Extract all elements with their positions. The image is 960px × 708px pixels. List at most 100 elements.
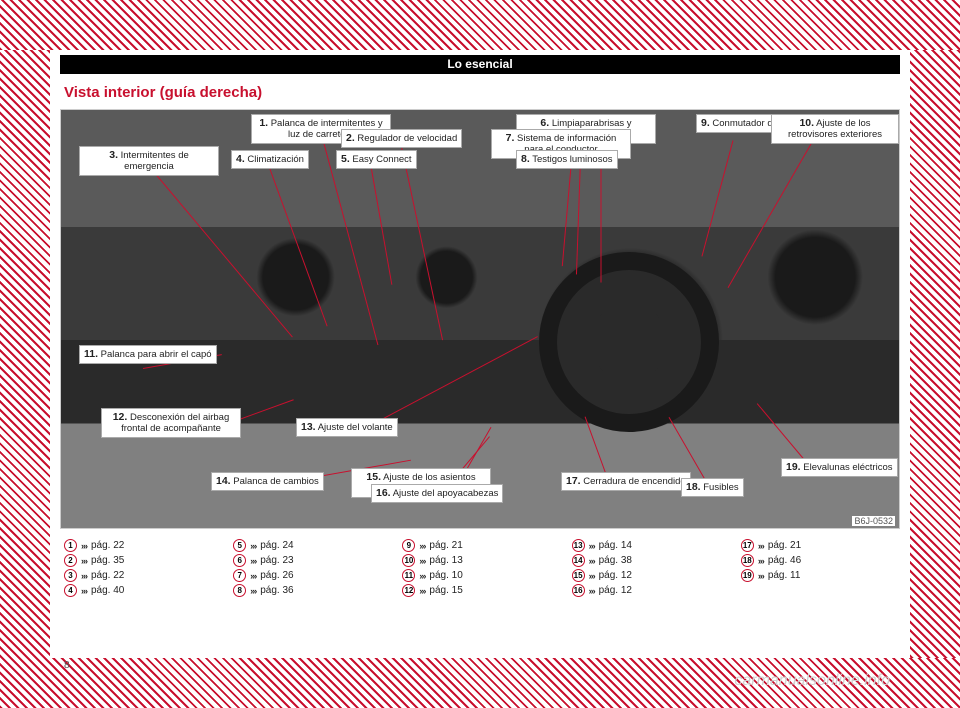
ref-bubble: 18 xyxy=(741,554,754,567)
ref-bubble: 12 xyxy=(402,584,415,597)
ref-line-10: 10 ››› pág. 13 xyxy=(402,554,557,567)
ref-line-13: 13 ››› pág. 14 xyxy=(572,539,727,552)
callout-16: 16. Ajuste del apoyacabezas xyxy=(371,484,503,503)
ref-arrow-icon: ››› xyxy=(758,556,764,566)
ref-bubble: 11 xyxy=(402,569,415,582)
ref-line-4: 4 ››› pág. 40 xyxy=(64,584,219,597)
ref-text: pág. 21 xyxy=(768,540,801,551)
ref-column: 1 ››› pág. 22 2 ››› pág. 35 3 ››› pág. 22 4 ›››… xyxy=(64,539,219,599)
ref-text: pág. 15 xyxy=(429,585,462,596)
callout-11: 11. Palanca para abrir el capó xyxy=(79,345,217,364)
ref-bubble: 9 xyxy=(402,539,415,552)
ref-arrow-icon: ››› xyxy=(589,586,595,596)
ref-bubble: 5 xyxy=(233,539,246,552)
ref-bubble: 19 xyxy=(741,569,754,582)
ref-bubble: 3 xyxy=(64,569,77,582)
chapter-header: Lo esencial xyxy=(60,55,900,74)
ref-line-3: 3 ››› pág. 22 xyxy=(64,569,219,582)
callout-17: 17. Cerradura de encendido xyxy=(561,472,691,491)
ref-bubble: 14 xyxy=(572,554,585,567)
ref-text: pág. 46 xyxy=(768,555,801,566)
ref-bubble: 8 xyxy=(233,584,246,597)
section-title: Vista interior (guía derecha) xyxy=(60,74,900,109)
ref-text: pág. 13 xyxy=(429,555,462,566)
ref-arrow-icon: ››› xyxy=(250,571,256,581)
ref-text: pág. 12 xyxy=(599,570,632,581)
ref-arrow-icon: ››› xyxy=(419,556,425,566)
ref-arrow-icon: ››› xyxy=(589,541,595,551)
image-code: B6J-0532 xyxy=(852,516,895,526)
ref-text: pág. 26 xyxy=(260,570,293,581)
ref-text: pág. 12 xyxy=(599,585,632,596)
ref-arrow-icon: ››› xyxy=(758,571,764,581)
ref-text: pág. 11 xyxy=(768,570,801,581)
border-stripe-left xyxy=(0,0,50,708)
ref-line-17: 17 ››› pág. 21 xyxy=(741,539,896,552)
ref-line-5: 5 ››› pág. 24 xyxy=(233,539,388,552)
ref-text: pág. 35 xyxy=(91,555,124,566)
ref-bubble: 16 xyxy=(572,584,585,597)
ref-line-1: 1 ››› pág. 22 xyxy=(64,539,219,552)
ref-bubble: 1 xyxy=(64,539,77,552)
ref-bubble: 6 xyxy=(233,554,246,567)
ref-arrow-icon: ››› xyxy=(250,586,256,596)
ref-text: pág. 38 xyxy=(599,555,632,566)
ref-arrow-icon: ››› xyxy=(81,586,87,596)
border-stripe-top xyxy=(0,0,960,50)
ref-text: pág. 14 xyxy=(599,540,632,551)
ref-arrow-icon: ››› xyxy=(419,571,425,581)
ref-arrow-icon: ››› xyxy=(589,571,595,581)
ref-column: 5 ››› pág. 24 6 ››› pág. 23 7 ››› pág. 26 8 ›››… xyxy=(233,539,388,599)
ref-line-18: 18 ››› pág. 46 xyxy=(741,554,896,567)
callout-12: 12. Desconexión del airbag frontal de ac… xyxy=(101,408,241,438)
ref-column: 13››› pág. 1414››› pág. 3815››› pág. 121… xyxy=(572,539,727,599)
callout-13: 13. Ajuste del volante xyxy=(296,418,398,437)
ref-arrow-icon: ››› xyxy=(81,571,87,581)
page-number: 8 xyxy=(64,660,70,671)
ref-text: pág. 23 xyxy=(260,555,293,566)
ref-line-9: 9 ››› pág. 21 xyxy=(402,539,557,552)
ref-bubble: 17 xyxy=(741,539,754,552)
ref-text: pág. 22 xyxy=(91,540,124,551)
ref-bubble: 2 xyxy=(64,554,77,567)
ref-line-11: 11 ››› pág. 10 xyxy=(402,569,557,582)
ref-text: pág. 22 xyxy=(91,570,124,581)
ref-text: pág. 24 xyxy=(260,540,293,551)
callout-2: 2. Regulador de velocidad xyxy=(341,129,462,148)
ref-arrow-icon: ››› xyxy=(250,556,256,566)
callout-3: 3. Intermitentes de emergencia xyxy=(79,146,219,176)
ref-line-7: 7 ››› pág. 26 xyxy=(233,569,388,582)
ref-line-15: 15 ››› pág. 12 xyxy=(572,569,727,582)
ref-line-12: 12 ››› pág. 15 xyxy=(402,584,557,597)
ref-line-8: 8››› pág. 36 xyxy=(233,584,388,597)
callout-8: 8. Testigos luminosos xyxy=(516,150,618,169)
ref-line-14: 14››› pág. 38 xyxy=(572,554,727,567)
ref-line-2: 2 ››› pág. 35 xyxy=(64,554,219,567)
watermark: carmanualsonline.info xyxy=(734,672,890,690)
callout-18: 18. Fusibles xyxy=(681,478,744,497)
ref-column: 17 ››› pág. 21 18 ››› pág. 46 19 ››› pág. 11 xyxy=(741,539,896,599)
callout-5: 5. Easy Connect xyxy=(336,150,417,169)
ref-line-6: 6 ››› pág. 23 xyxy=(233,554,388,567)
page-content: Lo esencial Vista interior (guía derecha… xyxy=(60,55,900,653)
ref-arrow-icon: ››› xyxy=(81,556,87,566)
ref-bubble: 7 xyxy=(233,569,246,582)
ref-bubble: 13 xyxy=(572,539,585,552)
ref-arrow-icon: ››› xyxy=(250,541,256,551)
callout-14: 14. Palanca de cambios xyxy=(211,472,324,491)
ref-arrow-icon: ››› xyxy=(419,586,425,596)
ref-line-19: 19 ››› pág. 11 xyxy=(741,569,896,582)
ref-text: pág. 21 xyxy=(429,540,462,551)
steering-wheel-shape xyxy=(539,252,719,432)
ref-arrow-icon: ››› xyxy=(419,541,425,551)
callout-10: 10. Ajuste de los retrovisores exteriore… xyxy=(771,114,899,144)
ref-bubble: 4 xyxy=(64,584,77,597)
ref-arrow-icon: ››› xyxy=(81,541,87,551)
ref-text: pág. 10 xyxy=(429,570,462,581)
ref-bubble: 15 xyxy=(572,569,585,582)
ref-text: pág. 40 xyxy=(91,585,124,596)
callout-4: 4. Climatización xyxy=(231,150,309,169)
ref-arrow-icon: ››› xyxy=(758,541,764,551)
ref-line-16: 16 ››› pág. 12 xyxy=(572,584,727,597)
ref-bubble: 10 xyxy=(402,554,415,567)
